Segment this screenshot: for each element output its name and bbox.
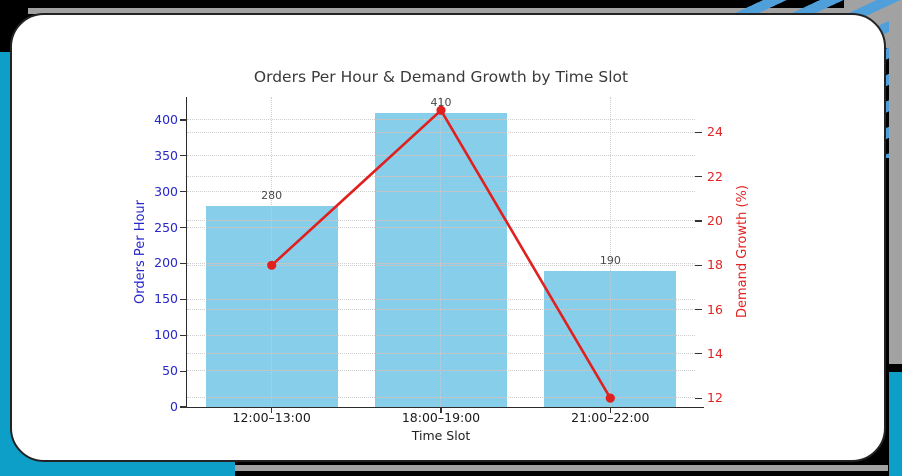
left-tick-label: 250 (154, 219, 178, 235)
x-axis-label: Time Slot (411, 428, 471, 443)
right-tick-mark (695, 176, 702, 178)
right-tick-label: 20 (707, 213, 723, 228)
frame-gray-top-strip (28, 8, 902, 14)
right-tick-mark (695, 131, 702, 134)
left-tick-mark (180, 191, 187, 193)
right-tick-label: 16 (707, 301, 723, 317)
x-tick-label: 18:00–19:00 (401, 410, 481, 425)
right-tick-label: 14 (707, 345, 723, 361)
left-spine (186, 97, 188, 408)
left-tick-label: 0 (170, 399, 178, 414)
bottom-tick-mark (609, 408, 611, 413)
left-tick-label: 50 (162, 363, 178, 379)
left-tick-label: 350 (154, 147, 178, 163)
right-tick-mark (695, 264, 702, 266)
left-tick-mark (180, 334, 187, 336)
left-tick-label: 400 (154, 111, 178, 127)
x-tick-label: 12:00–13:00 (232, 410, 311, 425)
left-tick-label: 150 (154, 291, 178, 307)
left-tick-mark (180, 370, 187, 372)
left-tick-label: 100 (154, 327, 178, 343)
frame-gray-bottom-strip (235, 465, 888, 471)
right-tick-label: 24 (707, 124, 723, 140)
left-tick-mark (180, 119, 187, 121)
bar-value-label: 190 (599, 253, 621, 267)
bottom-spine (186, 407, 704, 409)
chart-title: Orders Per Hour & Demand Growth by Time … (253, 68, 629, 86)
left-tick-mark (180, 262, 187, 265)
frame-cyan-right-band (889, 372, 902, 476)
frame-cyan-left-band (0, 52, 13, 476)
right-tick-mark (695, 397, 702, 399)
right-tick-mark (695, 353, 702, 355)
bar-value-label: 280 (261, 189, 283, 203)
left-axis-label: Orders Per Hour (133, 200, 148, 305)
left-tick-label: 200 (154, 255, 178, 271)
left-tick-mark (180, 155, 187, 157)
left-tick-label: 300 (154, 183, 178, 199)
bar-value-label: 410 (430, 95, 452, 109)
left-tick-mark (180, 227, 187, 229)
right-tick-mark (695, 220, 702, 222)
left-tick-mark (180, 406, 187, 408)
frame-gray-right-band (889, 14, 902, 364)
right-tick-mark (695, 308, 702, 311)
right-tick-label: 22 (707, 168, 723, 184)
bottom-tick-mark (271, 408, 273, 413)
left-tick-mark (180, 298, 187, 300)
bottom-tick-mark (440, 408, 442, 413)
x-tick-label: 21:00–22:00 (571, 410, 650, 425)
right-tick-label: 12 (707, 390, 723, 406)
right-tick-label: 18 (707, 257, 723, 273)
